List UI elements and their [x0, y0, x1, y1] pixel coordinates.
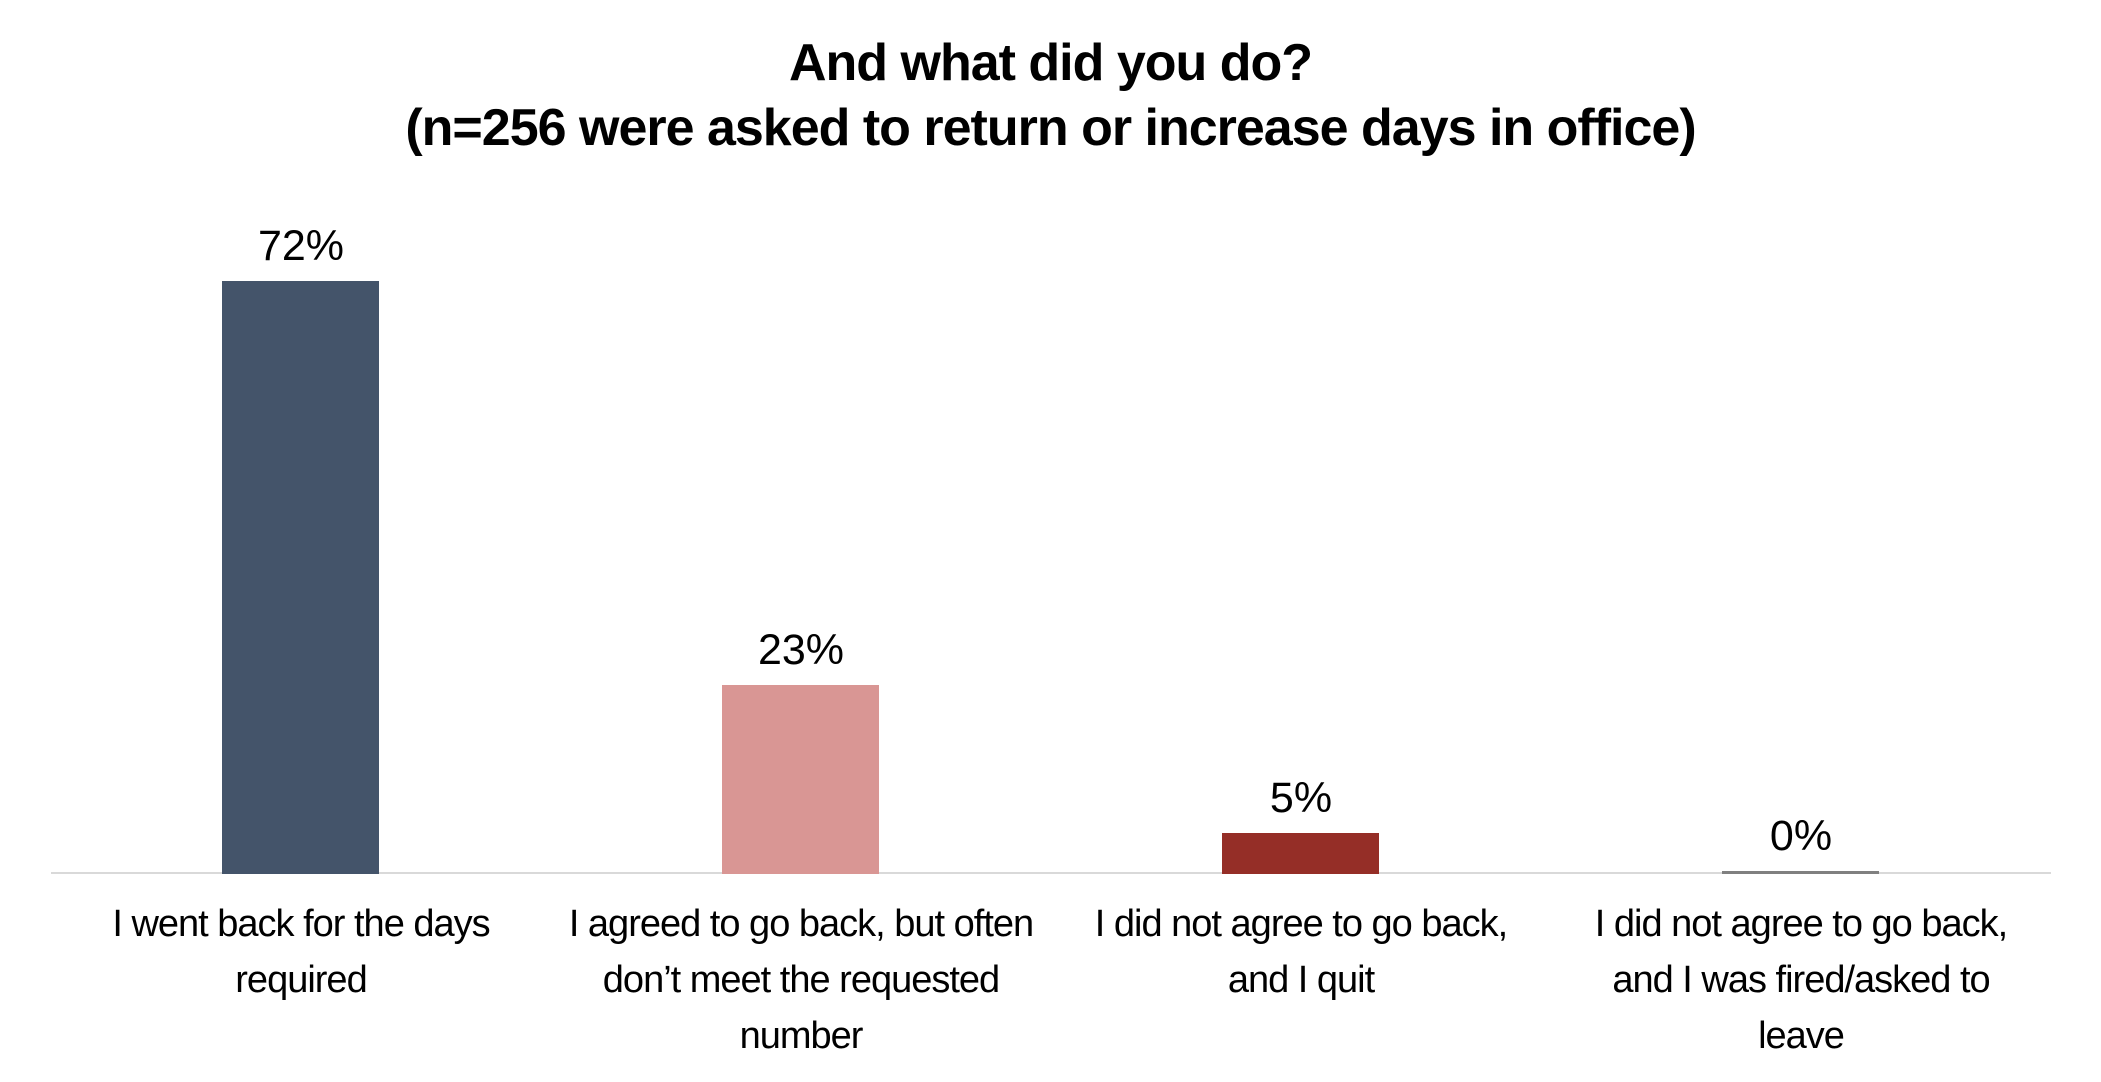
category-axis: I went back for the days required I agreed… — [51, 896, 2051, 1076]
category-label-line: and I quit — [1227, 959, 1375, 1001]
chart-title-block: And what did you do? (n=256 were asked t… — [0, 31, 2101, 161]
category-label-1: I went back for the days required — [51, 896, 551, 1008]
value-label-1: 72% — [257, 222, 345, 271]
category-label-line: I agreed to go back, but often — [568, 903, 1034, 945]
category-label-3: I did not agree to go back, and I quit — [1051, 896, 1551, 1008]
value-label-4: 0% — [1769, 812, 1833, 860]
category-label-line: required — [235, 959, 367, 1001]
chart-title: And what did you do? — [788, 34, 1313, 92]
category-label-line: don’t meet the requested — [602, 959, 1000, 1001]
bar-4 — [1722, 871, 1879, 874]
bar-column-4: 0% — [1551, 0, 2051, 874]
x-axis-line — [51, 872, 2051, 874]
category-label-2: I agreed to go back, but often don’t meet… — [551, 896, 1051, 1064]
chart-subtitle: (n=256 were asked to return or increase … — [405, 99, 1696, 157]
bar-1 — [222, 281, 379, 874]
category-label-4: I did not agree to go back, and I was fir… — [1551, 896, 2051, 1064]
bar-column-1: 72% — [51, 0, 551, 874]
bar-3 — [1222, 832, 1379, 874]
category-label-line: leave — [1758, 1015, 1845, 1057]
plot-area: 72% 23% 5% 0% — [51, 0, 2051, 874]
category-label-line: I did not agree to go back, — [1094, 903, 1508, 945]
bar-column-3: 5% — [1051, 0, 1551, 874]
bar-column-2: 23% — [551, 0, 1051, 874]
category-label-line: number — [739, 1015, 864, 1057]
value-label-2: 23% — [757, 625, 845, 674]
category-label-line: and I was fired/asked to — [1612, 959, 1990, 1001]
bar-2 — [722, 684, 879, 874]
value-label-3: 5% — [1269, 773, 1333, 822]
category-label-line: I did not agree to go back, — [1594, 903, 2008, 945]
category-label-line: I went back for the days — [112, 903, 490, 945]
